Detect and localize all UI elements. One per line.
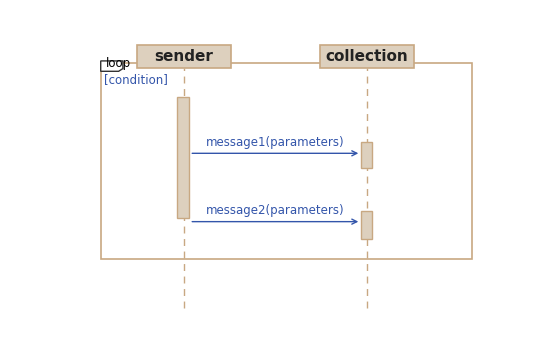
Polygon shape	[101, 61, 123, 71]
Text: message1(parameters): message1(parameters)	[206, 136, 344, 149]
Text: [condition]: [condition]	[104, 73, 168, 86]
Bar	[361, 142, 372, 168]
Text: sender: sender	[155, 49, 213, 64]
Text: collection: collection	[326, 49, 409, 64]
Text: loop: loop	[106, 56, 130, 70]
Bar	[361, 211, 372, 239]
Bar	[178, 97, 189, 218]
Bar	[320, 45, 414, 68]
Bar	[101, 63, 471, 258]
Bar	[137, 45, 231, 68]
Text: message2(parameters): message2(parameters)	[206, 204, 344, 217]
